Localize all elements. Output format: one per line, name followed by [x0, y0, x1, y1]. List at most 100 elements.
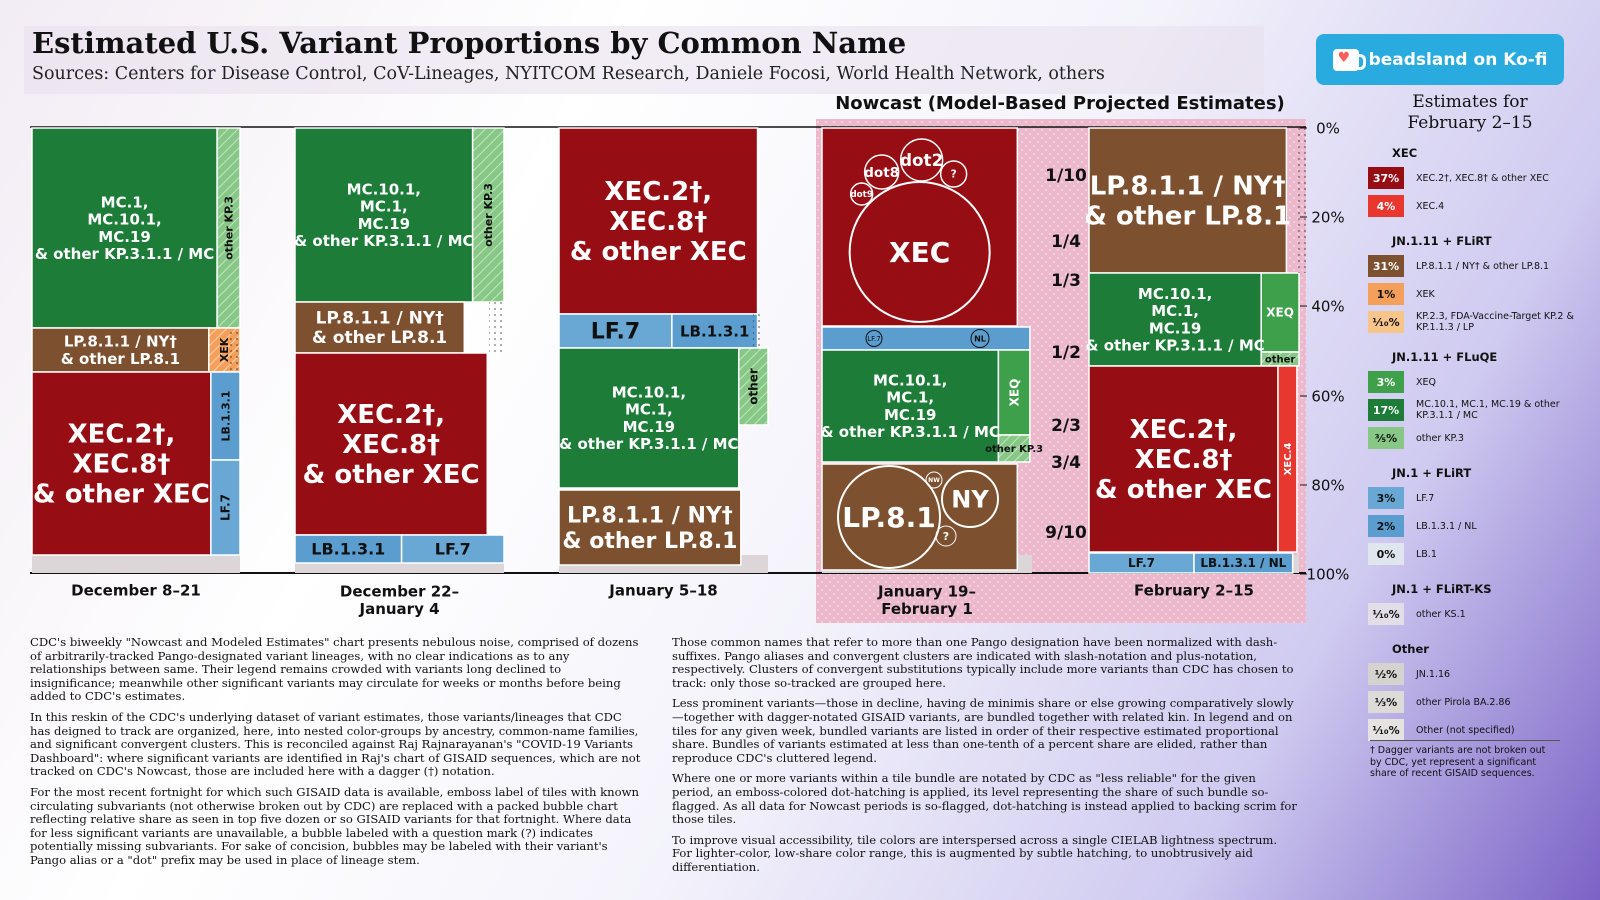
header-band: Estimated U.S. Variant Proportions by Co… — [24, 26, 1264, 94]
legend-label: other KS.1 — [1416, 608, 1466, 620]
legend-item: ⅓% other Pirola BA.2.86 — [1368, 690, 1588, 714]
legend-group-title: XEC — [1392, 146, 1418, 160]
legend-swatch: 37% — [1368, 167, 1404, 189]
legend-label: XEC.4 — [1416, 200, 1445, 212]
y-tick-percent: 60% — [1311, 387, 1344, 405]
legend-item: 4% XEC.4 — [1368, 194, 1588, 218]
tile-rect — [1260, 272, 1300, 353]
tile-label: LP.8.1.1 / NY† & other LP.8.1 — [562, 504, 737, 554]
tile-label: XEC.2†, XEC.8† & other XEC — [570, 177, 747, 267]
dotted-strip — [1296, 128, 1306, 273]
tile-hatch — [1261, 352, 1299, 366]
tile-xeq — [997, 349, 1031, 436]
tile-label: other KP.3 — [482, 183, 495, 247]
period-column-5 — [1088, 127, 1300, 574]
tile-lb131 — [1193, 552, 1294, 574]
tile-rect — [210, 371, 241, 461]
bubble-label: LP.8.1 — [842, 501, 935, 534]
tile-lb131 — [294, 534, 403, 564]
tile-lf7 — [400, 534, 505, 564]
legend-swatch: ⅒% — [1368, 311, 1404, 333]
bubble — [899, 138, 944, 182]
tile-lp81 — [1088, 127, 1288, 274]
tile-label: XEC.2†, XEC.8† & other XEC — [303, 400, 480, 490]
y-tick-percent: 0% — [1316, 119, 1340, 137]
y-tick-fraction: 3/4 — [1051, 453, 1081, 473]
bubble-label: ? — [951, 169, 957, 181]
y-tick-percent: 100% — [1307, 565, 1350, 583]
tile-label: LF.7 — [435, 540, 471, 559]
tile-rect — [821, 349, 1000, 463]
left-paragraph-2: In this reskin of the CDC's underlying d… — [30, 709, 641, 779]
dagger-footnote: † Dagger variants are not broken out by … — [1370, 740, 1560, 780]
kofi-button[interactable]: beadsland on Ko-fi — [1316, 34, 1564, 85]
period-label: February 2–15 — [1134, 581, 1254, 599]
tile-label: XEQ — [1266, 306, 1294, 320]
tile-label: LB.1.3.1 — [311, 540, 385, 559]
legend-item: 3% LF.7 — [1368, 486, 1588, 510]
y-tick-percent: 40% — [1311, 297, 1344, 315]
legend-swatch: 0% — [1368, 543, 1404, 565]
tile-label: XEC.2†, XEC.8† & other XEC — [1095, 415, 1272, 505]
tile-mc — [821, 349, 1000, 463]
legend-label: LB.1.3.1 / NL — [1416, 520, 1477, 532]
bubble — [837, 465, 941, 569]
kofi-cup-icon — [1332, 48, 1366, 71]
tile-xec — [294, 352, 489, 536]
y-tick-fraction: 2/3 — [1051, 416, 1081, 436]
tile-label: XEC.4 — [1283, 443, 1294, 476]
tile-kp3 — [737, 347, 769, 426]
tile-mc — [1088, 272, 1262, 367]
tile-label: other — [747, 368, 761, 405]
tile-label: LF.7 — [591, 320, 640, 345]
legend-swatch: ⅒% — [1368, 603, 1404, 625]
tile-hatch — [998, 435, 1030, 462]
bubble-label: dot8 — [864, 165, 899, 181]
tile-xec — [821, 127, 1019, 327]
bubble-label: XEC — [889, 236, 950, 269]
tile-label: MC.10.1, MC.1, MC.19 & other KP.3.1.1 / MC — [294, 180, 473, 250]
right-paragraph-4: To improve visual accessibility, tile co… — [672, 832, 1278, 874]
legend-item: 0% LB.1 — [1368, 542, 1588, 566]
legend-item: 17% MC.10.1, MC.1, MC.19 & other KP.3.1.1… — [1368, 398, 1588, 422]
kofi-label: beadsland on Ko-fi — [1368, 49, 1548, 70]
tile-rect — [558, 489, 742, 566]
tile-lb131 — [821, 326, 1031, 351]
legend-swatch: ⅒% — [1368, 719, 1404, 741]
tile-rect — [1088, 127, 1288, 274]
dotted-strip — [489, 302, 503, 353]
tile-hatch — [472, 128, 504, 302]
right-paragraph-3: Where one or more variants within a tile… — [672, 771, 1297, 827]
legend-label: Other (not specified) — [1416, 724, 1515, 736]
tile-lp81 — [558, 489, 742, 566]
legend-group-title: JN.1 + FLiRT — [1392, 466, 1472, 480]
legend-swatch: ⅓% — [1368, 691, 1404, 713]
tile-xec — [558, 127, 759, 315]
page-title: Estimated U.S. Variant Proportions by Co… — [32, 26, 907, 60]
legend-group-title: JN.1 + FLiRT-KS — [1392, 582, 1492, 596]
legend-item: 3% XEQ — [1368, 370, 1588, 394]
page-subtitle: Sources: Centers for Disease Control, Co… — [32, 64, 1105, 84]
bubble-label: dot9 — [850, 190, 873, 200]
period-backing — [32, 555, 240, 573]
tile-xeq — [1260, 272, 1300, 353]
tile-label: MC.1, MC.10.1, MC.19 & other KP.3.1.1 / MC — [35, 193, 214, 263]
bubble — [865, 330, 883, 347]
right-description: Those common names that refer to more th… — [672, 635, 1298, 882]
legend-label: other Pirola BA.2.86 — [1416, 696, 1511, 708]
legend-label: JN.1.16 — [1416, 668, 1451, 680]
legend-group-title: JN.1.11 + FLuQE — [1392, 350, 1498, 364]
period-label: December 8–21 — [71, 581, 201, 599]
period-label: January 5–18 — [608, 581, 717, 599]
tile-kp3 — [471, 127, 505, 303]
tile-lp81 — [821, 463, 1019, 571]
period-label: December 22– January 4 — [340, 583, 459, 618]
dotted-strip — [753, 314, 763, 348]
left-paragraph-1: CDC's biweekly "Nowcast and Modeled Esti… — [30, 635, 639, 704]
bubble-label: dot2 — [900, 150, 943, 170]
bubble — [939, 160, 968, 188]
bubble-label: ? — [943, 530, 949, 543]
period-label: January 19– February 1 — [877, 583, 976, 618]
tile-rect — [1088, 365, 1279, 553]
